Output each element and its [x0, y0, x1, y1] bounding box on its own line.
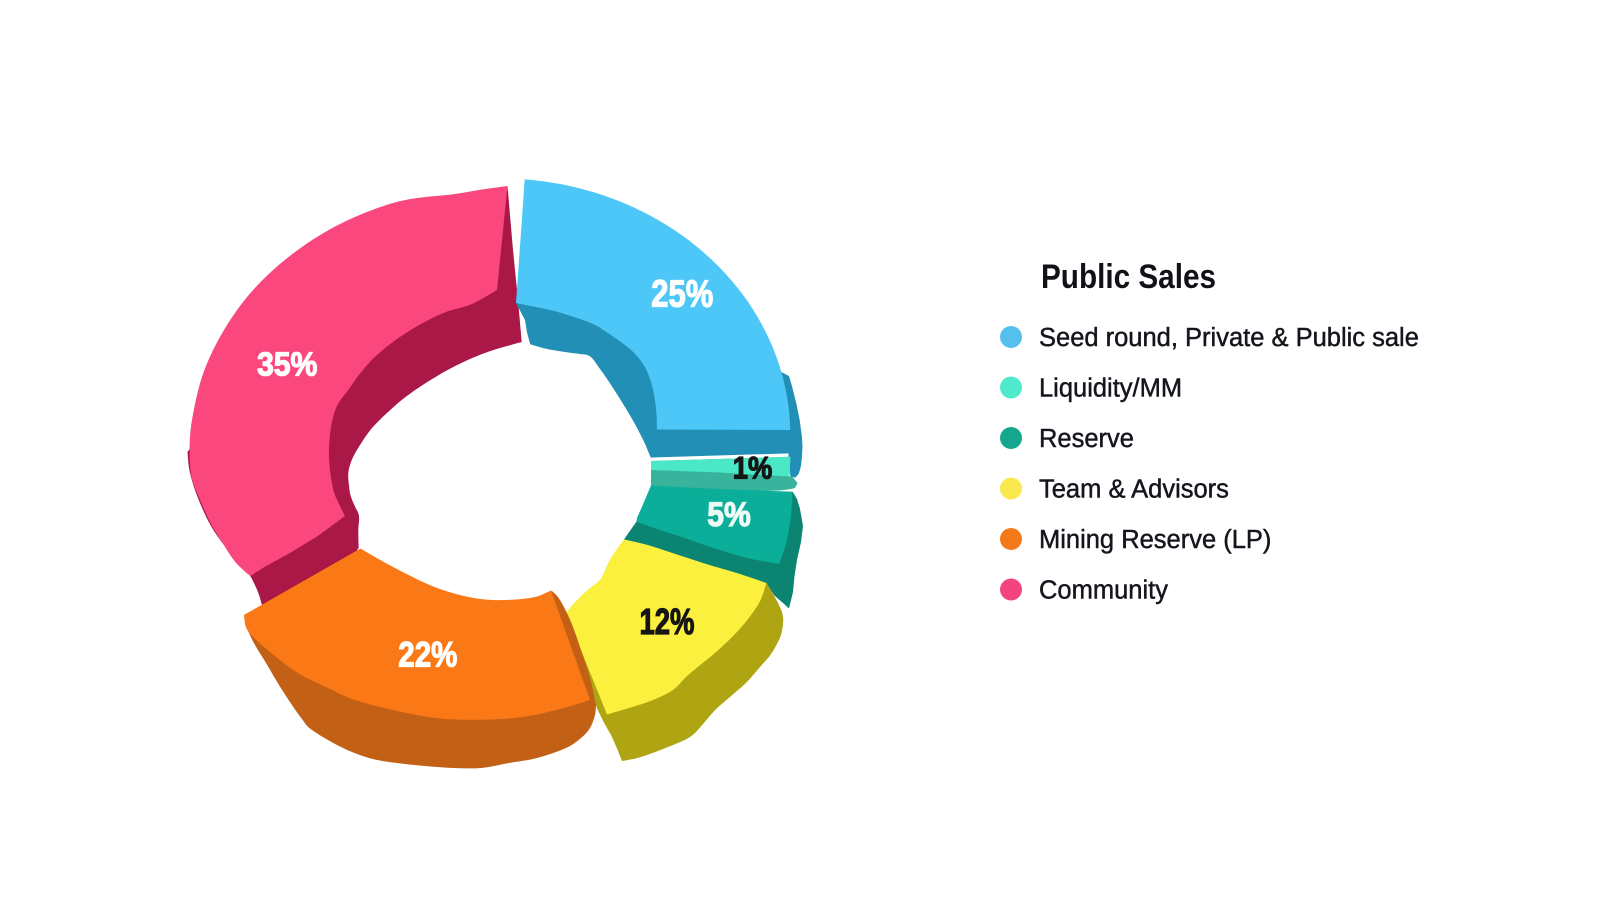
- svg-text:Mining Reserve (LP): Mining Reserve (LP): [1039, 526, 1271, 554]
- svg-text:25%: 25%: [651, 273, 713, 315]
- svg-text:12%: 12%: [640, 601, 695, 642]
- svg-text:Seed round, Private & Public s: Seed round, Private & Public sale: [1039, 324, 1419, 352]
- svg-text:22%: 22%: [398, 636, 457, 675]
- svg-text:Public Sales: Public Sales: [1041, 258, 1216, 296]
- svg-text:5%: 5%: [707, 496, 751, 534]
- svg-text:1%: 1%: [733, 450, 773, 486]
- svg-text:Liquidity/MM: Liquidity/MM: [1039, 375, 1182, 403]
- svg-text:Team & Advisors: Team & Advisors: [1039, 476, 1229, 504]
- svg-text:Reserve: Reserve: [1039, 425, 1134, 453]
- svg-text:Community: Community: [1039, 577, 1168, 605]
- svg-text:35%: 35%: [257, 345, 318, 382]
